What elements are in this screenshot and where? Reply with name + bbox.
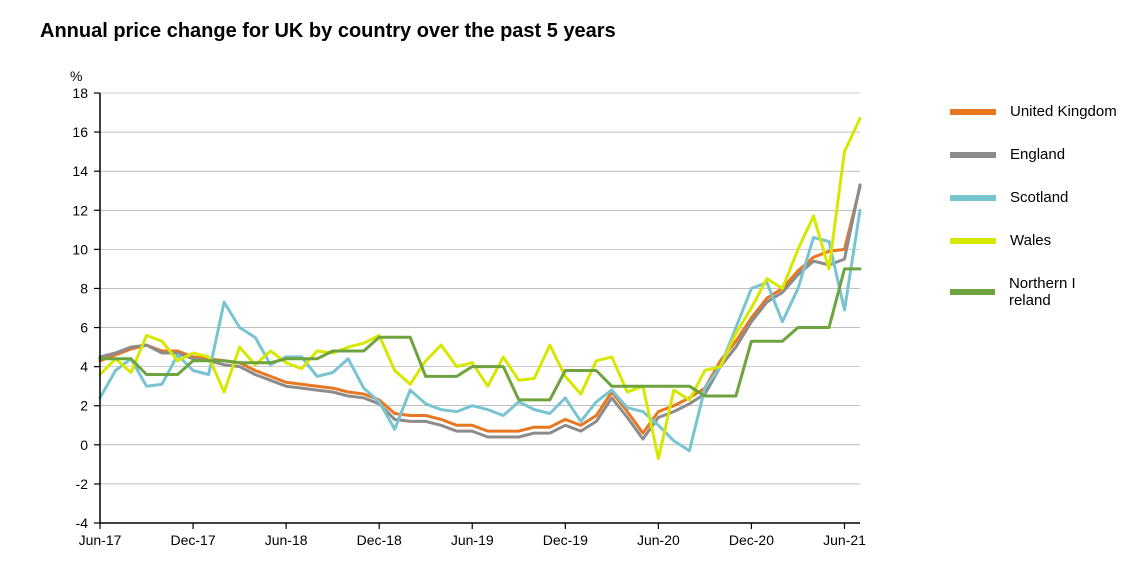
y-tick-label: 8: [80, 280, 88, 296]
series-line: [100, 185, 860, 439]
x-tick-label: Jun-17: [79, 532, 122, 548]
legend-swatch: [950, 289, 995, 295]
legend-item: Scotland: [950, 189, 1119, 206]
y-tick-label: 6: [80, 320, 88, 336]
y-tick-label: 14: [72, 163, 88, 179]
y-tick-label: 18: [72, 85, 88, 101]
x-tick-label: Dec-19: [543, 532, 588, 548]
legend-swatch: [950, 195, 996, 201]
chart-svg: % -4 -2 0 2 4 6 8 10 12 14 16 18 Jun-17 Dec-17 Jun-18 De…: [40, 53, 880, 563]
x-tick-label: Jun-18: [265, 532, 308, 548]
x-tick-label: Jun-19: [451, 532, 494, 548]
legend: United Kingdom England Scotland Wales Northe…: [950, 103, 1119, 309]
y-tick-label: 12: [72, 202, 88, 218]
y-tick-label: 16: [72, 124, 88, 140]
x-tick-label: Dec-17: [170, 532, 215, 548]
plot-area: % -4 -2 0 2 4 6 8 10 12 14 16 18 Jun-17 Dec-17 Jun-18 De…: [40, 53, 880, 568]
legend-label: Wales: [1010, 232, 1051, 249]
chart-title: Annual price change for UK by country ov…: [40, 20, 1119, 43]
legend-swatch: [950, 109, 996, 115]
legend-item: United Kingdom: [950, 103, 1119, 120]
y-unit-label: %: [70, 68, 82, 84]
legend-label: Northern I reland: [1009, 275, 1119, 309]
y-tick-label: 2: [80, 398, 88, 414]
y-tick-label: -2: [76, 476, 89, 492]
chart-container: % -4 -2 0 2 4 6 8 10 12 14 16 18 Jun-17 Dec-17 Jun-18 De…: [40, 53, 1119, 568]
x-tick-label: Dec-18: [357, 532, 402, 548]
legend-item: England: [950, 146, 1119, 163]
series-line: [100, 187, 860, 433]
y-tick-label: 0: [80, 437, 88, 453]
y-tick-label: 4: [80, 359, 88, 375]
legend-item: Wales: [950, 232, 1119, 249]
legend-item: Northern I reland: [950, 275, 1119, 309]
legend-swatch: [950, 152, 996, 158]
legend-swatch: [950, 238, 996, 244]
legend-label: England: [1010, 146, 1065, 163]
y-tick-label: -4: [76, 515, 89, 531]
legend-label: Scotland: [1010, 189, 1068, 206]
x-tick-label: Jun-21: [823, 532, 866, 548]
legend-label: United Kingdom: [1010, 103, 1117, 120]
x-tick-label: Jun-20: [637, 532, 680, 548]
y-tick-label: 10: [72, 241, 88, 257]
x-tick-label: Dec-20: [729, 532, 774, 548]
